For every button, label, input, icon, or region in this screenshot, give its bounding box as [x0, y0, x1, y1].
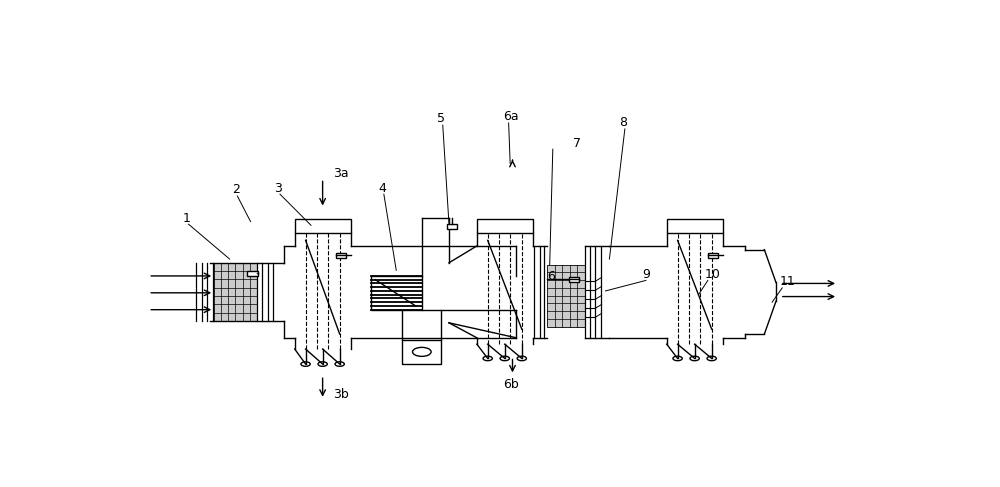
Text: 6b: 6b — [503, 378, 519, 392]
Bar — [336, 253, 346, 258]
Text: 2: 2 — [232, 184, 240, 196]
Text: 6: 6 — [547, 270, 555, 282]
Text: 8: 8 — [619, 116, 627, 129]
Bar — [547, 265, 585, 327]
Bar — [371, 276, 422, 310]
Text: 3: 3 — [275, 182, 282, 195]
Text: 11: 11 — [780, 275, 796, 288]
Bar — [447, 224, 457, 229]
Bar — [667, 219, 723, 233]
Bar — [708, 253, 718, 258]
Text: 7: 7 — [573, 136, 581, 150]
Text: 5: 5 — [437, 112, 445, 125]
Bar — [569, 277, 579, 281]
Bar — [214, 263, 257, 321]
Text: 3a: 3a — [333, 167, 348, 180]
Bar — [402, 340, 441, 364]
Text: 9: 9 — [643, 268, 651, 281]
Text: 4: 4 — [378, 182, 386, 195]
Bar — [477, 219, 533, 233]
Text: 3b: 3b — [333, 388, 348, 401]
Text: 10: 10 — [705, 268, 721, 281]
Text: 1: 1 — [183, 211, 191, 225]
Bar — [247, 271, 258, 276]
Text: 6a: 6a — [503, 111, 519, 123]
Bar — [295, 219, 351, 233]
